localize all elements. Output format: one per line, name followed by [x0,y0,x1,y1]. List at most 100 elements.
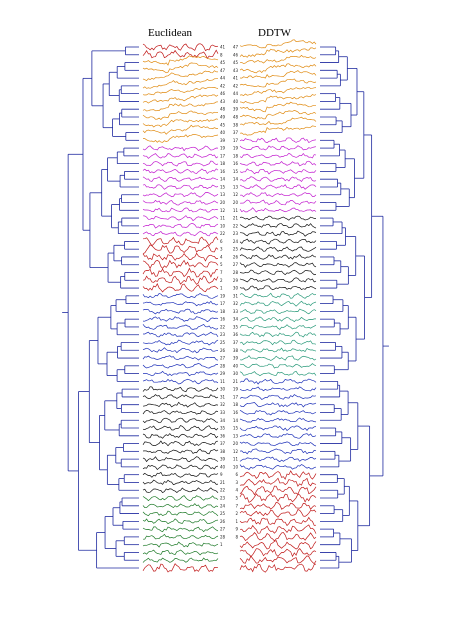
left-series-line [142,526,219,533]
left-leaf-label: 8 [220,52,223,57]
left-series-line [142,394,219,400]
right-leaf-label: 10 [233,464,239,469]
right-leaf-label: 30 [233,371,239,376]
right-series-line [239,448,317,455]
left-series-line [142,168,219,175]
right-series-line [239,253,317,260]
right-leaf-label: 6 [235,472,238,477]
left-series-line [142,355,219,361]
left-series-line [142,134,219,143]
right-leaf-label: 37 [233,340,239,345]
left-series-line [142,363,219,369]
right-leaf-label: 43 [233,68,239,73]
right-leaf-label: 14 [233,177,239,182]
right-series-line [239,394,317,400]
left-leaf-label: 44 [220,76,226,81]
left-series-line [142,145,219,152]
left-leaf-label: 25 [220,340,226,345]
right-series-line [239,501,317,510]
left-series-line [142,199,219,206]
right-series-line [239,409,317,416]
left-series-line [142,300,219,307]
left-leaf-label: 40 [220,130,226,135]
right-series-line [239,370,317,377]
left-leaf-label: 36 [220,433,226,438]
left-series-line [142,160,219,167]
right-series-line [239,277,317,283]
left-series-line [142,101,219,112]
right-leaf-label: 8 [235,534,238,539]
left-series-line [142,557,219,563]
right-leaf-label: 47 [233,45,239,50]
right-leaf-label: 22 [233,223,239,228]
left-leaf-label: 10 [220,223,226,228]
right-series-line [239,192,317,198]
left-leaf-label: 4 [220,254,223,259]
left-leaf-label: 13 [220,192,226,197]
left-leaf-label: 12 [220,208,226,213]
left-series-line [142,94,219,104]
left-series-line [143,331,219,338]
left-leaf-label: 22 [220,488,226,493]
left-series-line [142,78,218,89]
left-leaf-label: 32 [220,402,226,407]
left-leaf-label: 6 [220,239,223,244]
right-series-line [239,47,317,58]
left-leaf-label: 28 [220,534,226,539]
right-series-line [239,464,317,470]
left-series-line [142,192,219,198]
right-series-line [239,184,317,190]
left-leaf-label: 3 [220,247,223,252]
right-leaf-label: 16 [233,161,239,166]
right-leaf-label: 14 [233,418,239,423]
left-series-line [142,495,219,502]
right-leaf-label: 21 [233,216,239,221]
right-series-line [239,246,317,252]
right-series-line [239,145,317,151]
right-series-line [239,160,317,167]
right-leaf-label: 17 [233,138,239,143]
right-leaf-label: 17 [233,394,239,399]
left-leaf-label: 29 [220,371,226,376]
right-series-line [239,425,317,431]
right-leaf-label: 3 [235,480,238,485]
left-leaf-label: 39 [220,457,226,462]
right-series-line [239,262,317,268]
left-series-line [142,283,219,293]
right-series-line [239,168,317,175]
right-series-line [239,230,317,237]
left-series-line [142,153,219,159]
right-series-line [239,485,317,496]
right-leaf-label: 18 [233,402,239,407]
left-leaf-label: 46 [220,91,226,96]
right-series-line [239,339,317,346]
right-series-line [239,199,317,206]
left-series-line [142,43,219,52]
left-leaf-label: 37 [220,441,226,446]
left-series-line [142,549,219,556]
right-leaf-label: 40 [233,99,239,104]
left-series-line [142,184,219,190]
left-series-line [142,124,218,135]
right-leaf-label: 19 [233,387,239,392]
right-leaf-label: 12 [233,192,239,197]
right-series-line [239,125,317,136]
left-series-line [142,432,219,439]
left-series-line [142,417,218,424]
left-leaf-label: 35 [220,426,226,431]
left-leaf-label: 27 [220,527,226,532]
left-leaf-label: 38 [220,449,226,454]
right-series-line [239,493,317,503]
left-series-line [142,409,219,415]
left-leaf-label: 43 [220,99,226,104]
left-leaf-label: 22 [220,324,226,329]
left-leaf-labels: 4184547444246434849454039191718161415132… [220,45,226,548]
left-leaf-label: 26 [220,519,226,524]
left-leaf-label: 41 [220,45,226,50]
right-series-line [239,355,317,361]
left-series-line [142,231,219,237]
right-series-line [239,477,317,487]
right-series-column [239,39,317,573]
left-leaf-label: 28 [220,363,226,368]
